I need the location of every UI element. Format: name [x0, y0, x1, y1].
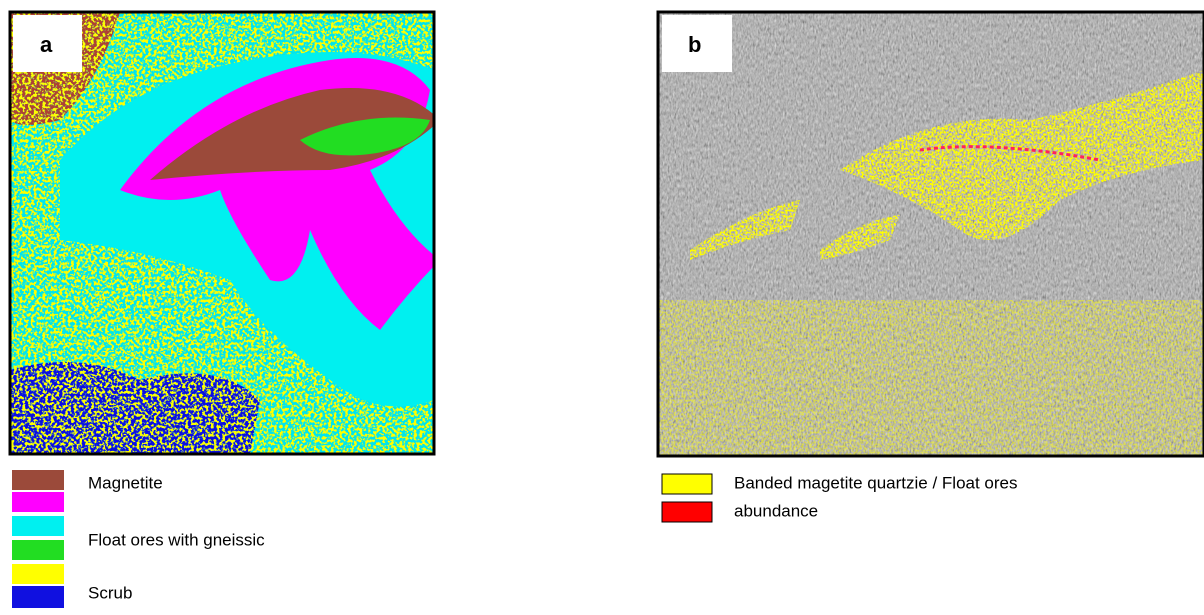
- legend-swatch: [662, 474, 712, 494]
- legend-label: Banded magetite quartzie / Float ores: [734, 473, 1018, 492]
- legend-label: Float ores with gneissic: [88, 530, 265, 549]
- legend-swatch: [12, 564, 64, 584]
- legend-swatch: [12, 492, 64, 512]
- classified-map: [10, 12, 440, 454]
- panel-label: b: [688, 32, 701, 57]
- legend-swatch: [662, 502, 712, 522]
- legend-label: abundance: [734, 501, 818, 520]
- abundance-map: [658, 12, 1204, 456]
- legend-swatch: [12, 516, 64, 536]
- legend-swatch: [12, 470, 64, 490]
- legend-swatch: [12, 586, 64, 608]
- legend-label: Magnetite: [88, 473, 163, 492]
- legend-swatch: [12, 540, 64, 560]
- legend-label: Scrub: [88, 583, 132, 602]
- figure: a Magnetite Float ores with gneissic Scr…: [0, 0, 1204, 610]
- page: a Magnetite Float ores with gneissic Scr…: [0, 0, 1204, 615]
- panel-label: a: [40, 32, 53, 57]
